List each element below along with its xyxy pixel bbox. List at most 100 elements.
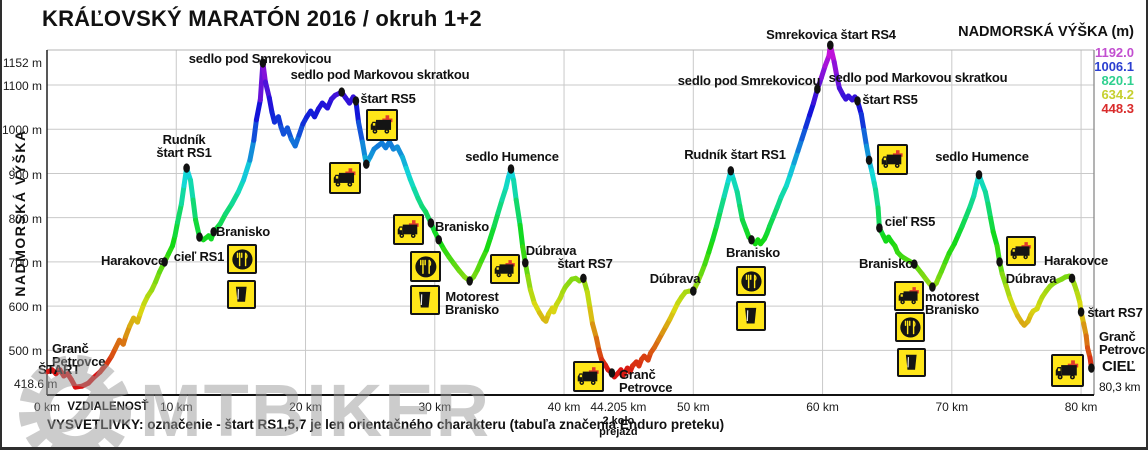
waypoint-dot xyxy=(608,368,616,378)
x-tick-label: 80 km xyxy=(1064,400,1098,414)
ambulance-icon-box xyxy=(329,162,361,194)
waypoint-label: motorest Branisko xyxy=(924,289,980,317)
food-icon xyxy=(414,255,437,278)
page-title: KRÁĽOVSKÝ MARATÓN 2016 / okruh 1+2 xyxy=(42,6,482,31)
waypoint-label: Rudník štart RS1 xyxy=(684,147,786,162)
legend-values: 1192.0 1006.1 820.1 634.2 448.3 xyxy=(1094,46,1134,116)
waypoint-label: sedlo pod Smrekovicou xyxy=(188,51,332,66)
y-tick-label: 700 m xyxy=(8,255,42,270)
x-tick-label: 40 km xyxy=(547,400,581,414)
waypoint-label: 80,3 km xyxy=(1099,380,1141,394)
waypoint-label: sedlo pod Markovou skratkou xyxy=(290,67,470,82)
x-tick-label: 10 km xyxy=(159,400,193,414)
waypoint-label: Smrekovica štart RS4 xyxy=(766,27,896,42)
waypoint-label: Branisko xyxy=(858,256,914,271)
profile-line-segment xyxy=(587,305,595,327)
ambulance-icon-box xyxy=(573,361,604,392)
drink-icon-box xyxy=(897,348,926,377)
x-tick-sublabel: prejazd xyxy=(599,426,638,438)
waypoint-dot xyxy=(814,84,821,94)
profile-line-segment xyxy=(714,208,723,229)
ambulance-icon-box xyxy=(1051,354,1084,387)
profile-line-segment xyxy=(513,197,523,228)
ambulance-icon-box xyxy=(393,214,424,245)
waypoint-label: štart RS5 xyxy=(360,91,416,106)
waypoint-dot xyxy=(259,58,267,68)
drink-icon xyxy=(419,292,431,308)
profile-line-segment xyxy=(873,187,881,211)
waypoint-label: Dúbrava xyxy=(649,271,701,286)
profile-line-segment xyxy=(188,177,196,203)
waypoint-label: Harakovce xyxy=(1044,253,1108,268)
waypoint-label: Branisko xyxy=(434,219,490,234)
ambulance-icon xyxy=(370,115,393,134)
waypoint-dot xyxy=(338,87,346,97)
y-tick-label: 600 m xyxy=(8,300,42,315)
profile-line-segment xyxy=(175,201,184,225)
ambulance-icon xyxy=(333,168,356,187)
waypoint-label: štart RS5 xyxy=(862,92,918,107)
food-icon-box xyxy=(410,251,441,282)
food-icon-box xyxy=(895,312,925,342)
waypoint-dot xyxy=(748,235,755,245)
profile-line-segment xyxy=(241,157,253,183)
waypoint-dot xyxy=(435,235,443,245)
food-icon xyxy=(740,270,762,292)
waypoint-label: Dúbrava xyxy=(525,243,577,258)
waypoint-label: sedlo Humence xyxy=(465,149,559,164)
waypoint-dot xyxy=(929,282,936,292)
waypoint-label: sedlo Humence xyxy=(935,149,1029,164)
waypoint-label: Branisko xyxy=(215,224,271,239)
drink-icon-box xyxy=(736,301,766,331)
y-tick-label: 900 m xyxy=(8,167,42,182)
ambulance-icon xyxy=(494,260,515,278)
ambulance-icon xyxy=(898,287,919,305)
waypoint-label: sedlo pod Markovou skratkou xyxy=(828,70,1008,85)
waypoint-label: Granč Petrovce xyxy=(52,341,106,369)
waypoint-dot xyxy=(427,218,435,228)
waypoint-label: Branisko xyxy=(725,245,781,260)
waypoint-dot xyxy=(466,276,474,286)
ambulance-icon xyxy=(1010,242,1031,260)
waypoint-label: sedlo pod Smrekovicou xyxy=(677,73,821,88)
profile-line-segment xyxy=(511,177,519,203)
x-tick-label: 50 km xyxy=(676,400,710,414)
profile-line-segment xyxy=(356,119,365,145)
waypoint-dot xyxy=(827,40,834,50)
x-tick-label: 0 km xyxy=(33,400,61,414)
waypoint-dot xyxy=(996,257,1003,267)
legend-note: VYSVETLIVKY: označenie - štart RS1,5,7 j… xyxy=(47,417,725,432)
ambulance-icon-box xyxy=(877,144,908,175)
ambulance-icon xyxy=(881,150,903,168)
x-axis-title: VZDIALENOSŤ xyxy=(67,401,149,413)
drink-icon xyxy=(745,308,757,324)
ambulance-icon-box xyxy=(894,281,924,311)
x-tick-label: 30 km xyxy=(418,400,452,414)
waypoint-dot xyxy=(196,232,203,242)
waypoint-dot xyxy=(161,257,168,267)
legend-value: 448.3 xyxy=(1101,101,1134,116)
profile-line-segment xyxy=(858,111,867,133)
y-tick-label: 800 m xyxy=(8,211,42,226)
waypoint-dot xyxy=(727,166,735,176)
ambulance-icon-box xyxy=(1006,236,1036,266)
x-tick-label: 60 km xyxy=(806,400,839,414)
waypoint-label: Granč Petrovce xyxy=(1099,329,1148,357)
waypoint-dot xyxy=(1068,273,1076,283)
waypoint-dot xyxy=(507,164,515,174)
food-icon xyxy=(899,316,921,338)
drink-icon xyxy=(906,355,917,370)
ambulance-icon xyxy=(1055,360,1079,380)
legend-value: 1006.1 xyxy=(1094,59,1134,74)
profile-line-segment xyxy=(178,183,187,207)
drink-icon xyxy=(236,287,247,302)
waypoint-dot xyxy=(911,259,918,269)
legend-value: 820.1 xyxy=(1101,73,1134,88)
ambulance-icon-box xyxy=(490,254,520,284)
drink-icon-box xyxy=(410,285,440,315)
y-tick-label: 1100 m xyxy=(2,79,42,93)
profile-line-segment xyxy=(359,139,368,160)
waypoint-dot xyxy=(580,273,587,283)
legend-value: 634.2 xyxy=(1101,87,1134,102)
